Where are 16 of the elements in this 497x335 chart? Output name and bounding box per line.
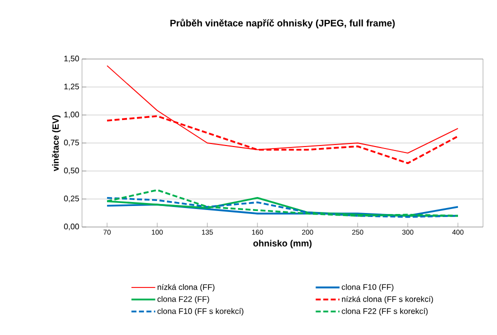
legend-label: clona F10 (FF) bbox=[342, 284, 394, 292]
y-tick-label: 1,25 bbox=[64, 84, 79, 90]
y-tick-label: 0,75 bbox=[64, 140, 79, 146]
legend-label: nízká clona (FF s korekcí) bbox=[342, 296, 433, 304]
x-axis-title: ohnisko (mm) bbox=[253, 240, 312, 248]
chart-title: Průběh vinětace napříč ohnisky (JPEG, full frame) bbox=[170, 18, 395, 28]
y-tick-label: 1,50 bbox=[64, 56, 79, 62]
y-tick-label: 0,50 bbox=[64, 168, 79, 174]
y-axis-title: vinětace (EV) bbox=[52, 115, 61, 172]
legend-label: clona F22 (FF s korekcí) bbox=[342, 308, 428, 316]
legend-label: nízká clona (FF) bbox=[158, 284, 214, 292]
y-tick-label: 0,25 bbox=[64, 196, 79, 202]
legend-label: clona F10 (FF s korekcí) bbox=[157, 308, 244, 316]
legend-label: clona F22 (FF) bbox=[157, 296, 210, 304]
y-tick-label: 0,00 bbox=[64, 224, 79, 230]
y-tick-label: 1,00 bbox=[64, 112, 79, 118]
